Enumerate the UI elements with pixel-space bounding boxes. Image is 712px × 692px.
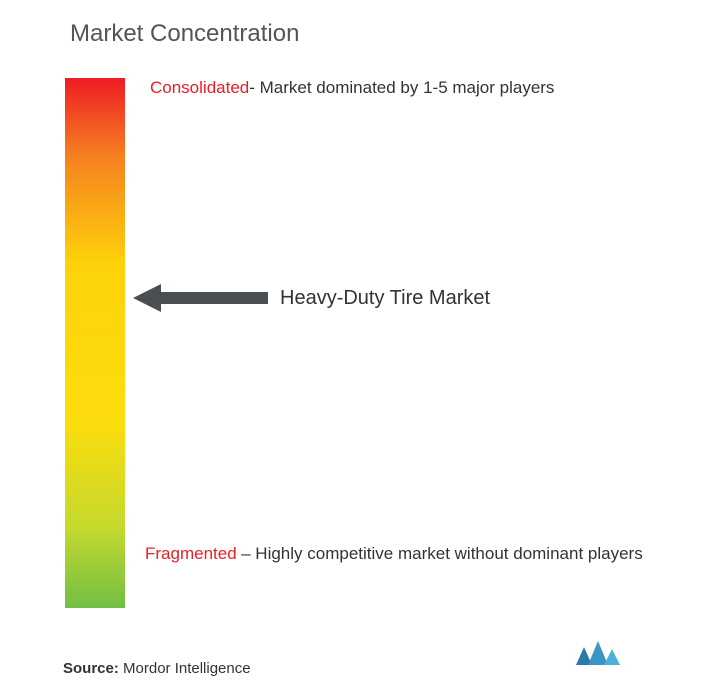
market-pointer-row: Heavy-Duty Tire Market [133,278,490,318]
source-label: Source: [63,660,123,677]
chart-area: Consolidated - Market dominated by 1-5 m… [65,78,712,608]
fragmented-annotation: Fragmented – Highly competitive market w… [145,538,643,570]
concentration-gradient-bar [65,78,125,608]
chart-title: Market Concentration [70,20,712,48]
source-attribution: Source: Mordor Intelligence [63,660,251,677]
arrow-left-icon [133,278,268,318]
source-name: Mordor Intelligence [123,660,251,677]
mordor-logo-icon [574,639,622,672]
fragmented-description: – Highly competitive market without domi… [241,544,643,563]
market-name-label: Heavy-Duty Tire Market [280,287,490,310]
consolidated-annotation: Consolidated - Market dominated by 1-5 m… [150,78,554,98]
consolidated-description: - Market dominated by 1-5 major players [249,78,554,98]
consolidated-keyword: Consolidated [150,78,249,98]
fragmented-keyword: Fragmented [145,544,237,563]
